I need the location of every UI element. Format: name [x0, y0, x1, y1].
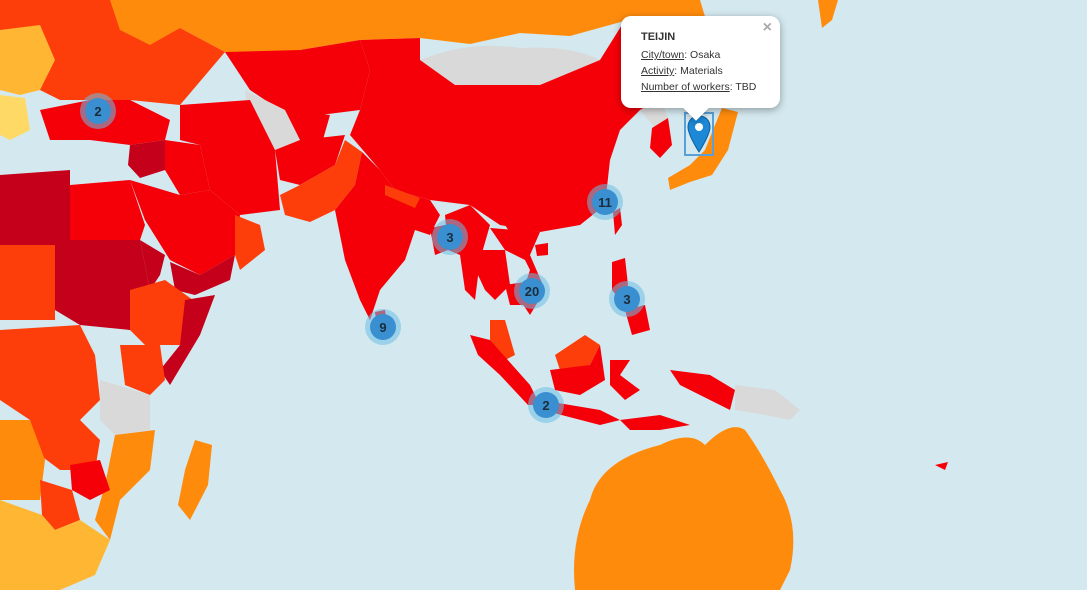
country-mongolia[interactable] — [420, 45, 600, 87]
country-madagascar[interactable] — [178, 440, 212, 520]
popup-row-activity: Activity: Materials — [641, 63, 768, 79]
island-kamchatka[interactable] — [818, 0, 838, 28]
cluster-marker-philippines[interactable]: 3 — [609, 281, 645, 317]
country-yemen[interactable] — [170, 255, 235, 295]
popup-sep: : — [674, 65, 681, 77]
country-india[interactable] — [335, 152, 440, 320]
country-drc[interactable] — [0, 325, 100, 420]
popup-sep: : — [729, 81, 736, 93]
country-kenya[interactable] — [120, 345, 165, 395]
country-nepal[interactable] — [385, 185, 420, 208]
country-balkans[interactable] — [0, 25, 55, 95]
cluster-marker-mainland-southeast-asia[interactable]: 20 — [514, 273, 550, 309]
popup-sep: : — [684, 49, 691, 61]
country-saudi-arabia[interactable] — [130, 180, 240, 275]
popup-label-city: City/town — [641, 49, 685, 61]
location-popup: × TEIJIN City/town: Osaka Activity: Mate… — [621, 16, 780, 121]
country-somalia[interactable] — [160, 295, 215, 385]
cluster-count: 2 — [533, 392, 559, 418]
country-greece[interactable] — [0, 95, 30, 140]
country-eritrea[interactable] — [140, 240, 165, 290]
popup-value-activity: Materials — [680, 65, 723, 77]
country-south-africa[interactable] — [0, 500, 110, 590]
country-australia[interactable] — [574, 427, 794, 590]
popup-title: TEIJIN — [641, 31, 676, 43]
cluster-count: 9 — [370, 314, 396, 340]
cluster-count: 3 — [614, 286, 640, 312]
country-indonesia-borneo[interactable] — [550, 345, 605, 395]
country-malaysia-borneo[interactable] — [555, 335, 600, 370]
country-sudan[interactable] — [55, 240, 150, 330]
popup-row-workers: Number of workers: TBD — [641, 79, 768, 95]
popup-label-activity: Activity — [641, 65, 675, 77]
country-oman[interactable] — [235, 215, 265, 270]
country-egypt[interactable] — [70, 180, 145, 240]
popup-value-workers: TBD — [735, 81, 757, 93]
country-papua-new-guinea[interactable] — [735, 385, 800, 420]
cluster-count: 20 — [519, 278, 545, 304]
country-angola[interactable] — [0, 420, 45, 500]
country-south-korea[interactable] — [650, 118, 672, 158]
country-zimbabwe[interactable] — [70, 460, 110, 500]
country-china[interactable] — [350, 20, 660, 232]
country-ukraine[interactable] — [110, 0, 180, 45]
country-afghanistan[interactable] — [275, 135, 345, 185]
cluster-marker-south-china[interactable]: 11 — [587, 184, 623, 220]
country-indonesia-sumatra[interactable] — [470, 335, 540, 405]
country-malaysia[interactable] — [490, 320, 515, 360]
country-japan[interactable] — [668, 108, 738, 190]
popup-label-workers: Number of workers — [641, 81, 730, 93]
country-mozambique[interactable] — [95, 430, 155, 540]
cluster-marker-java[interactable]: 2 — [528, 387, 564, 423]
cluster-marker-sri-lanka[interactable]: 9 — [365, 309, 401, 345]
popup-row-city: City/town: Osaka — [641, 47, 768, 63]
country-russia[interactable] — [180, 0, 640, 72]
cluster-count: 11 — [592, 189, 618, 215]
country-botswana[interactable] — [40, 480, 80, 530]
country-iran[interactable] — [180, 100, 280, 215]
cluster-marker-bangladesh-myanmar[interactable]: 3 — [432, 219, 468, 255]
island-new-caledonia[interactable] — [935, 462, 948, 470]
cluster-marker-turkey[interactable]: 2 — [80, 93, 116, 129]
country-chad[interactable] — [0, 245, 55, 320]
cluster-count: 3 — [437, 224, 463, 250]
cluster-count: 2 — [85, 98, 111, 124]
island-hainan[interactable] — [535, 243, 548, 256]
country-kazakhstan[interactable] — [225, 40, 370, 115]
country-libya[interactable] — [0, 170, 70, 245]
country-zambia[interactable] — [30, 420, 100, 470]
country-philippines[interactable] — [612, 258, 650, 335]
selected-location-marker[interactable] — [684, 112, 714, 156]
map-pin-icon — [687, 115, 711, 153]
country-syria[interactable] — [128, 140, 165, 178]
country-indonesia-sulawesi[interactable] — [610, 360, 640, 400]
popup-value-city: Osaka — [690, 49, 721, 61]
country-indonesia-papua[interactable] — [670, 370, 735, 410]
country-tanzania[interactable] — [100, 380, 150, 435]
country-iraq[interactable] — [165, 140, 210, 195]
country-thailand[interactable] — [475, 250, 510, 300]
country-indonesia-islands[interactable] — [620, 415, 690, 430]
close-icon[interactable]: × — [762, 19, 772, 36]
country-pakistan[interactable] — [280, 140, 362, 222]
